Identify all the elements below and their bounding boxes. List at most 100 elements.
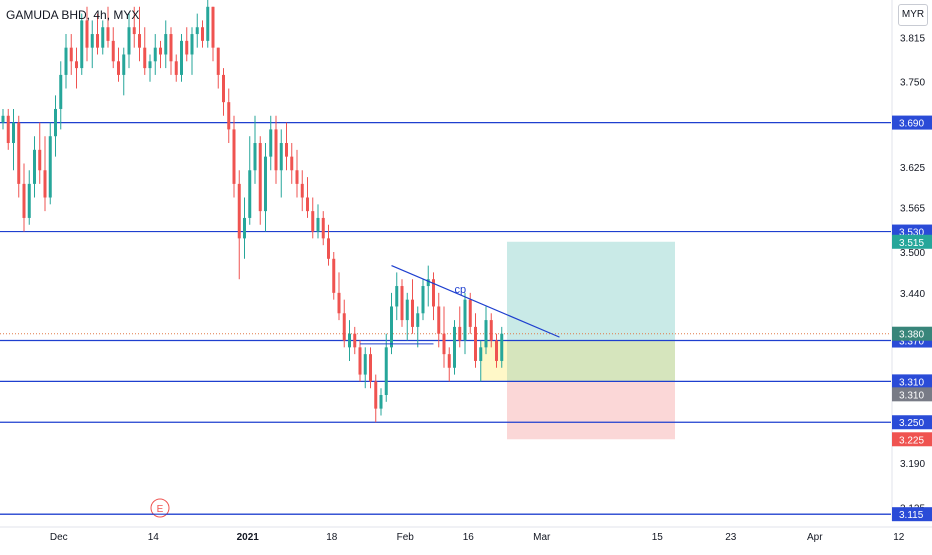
candle[interactable]	[479, 340, 483, 382]
candle[interactable]	[122, 47, 126, 96]
candle[interactable]	[75, 47, 78, 89]
candle[interactable]	[180, 34, 183, 82]
event-marker-icon[interactable]	[150, 498, 170, 518]
candle[interactable]	[132, 6, 136, 48]
candle[interactable]	[416, 306, 420, 348]
candle[interactable]	[253, 115, 257, 184]
candle[interactable]	[33, 136, 36, 198]
candle[interactable]	[12, 108, 15, 171]
candle[interactable]	[484, 306, 488, 355]
target-zone[interactable]	[507, 241, 675, 341]
candle[interactable]	[164, 20, 168, 69]
candle[interactable]	[474, 313, 477, 368]
candle[interactable]	[216, 47, 220, 89]
candle[interactable]	[227, 88, 231, 144]
candle[interactable]	[290, 143, 294, 184]
candle[interactable]	[279, 129, 283, 198]
candle[interactable]	[316, 204, 320, 239]
candle[interactable]	[211, 6, 215, 62]
candle[interactable]	[38, 122, 42, 184]
candle[interactable]	[437, 292, 441, 348]
candle[interactable]	[138, 6, 141, 62]
candle[interactable]	[369, 347, 372, 389]
candle[interactable]	[463, 292, 467, 355]
candle[interactable]	[500, 326, 504, 368]
candle[interactable]	[453, 320, 456, 375]
candle[interactable]	[85, 6, 89, 62]
candle[interactable]	[17, 115, 21, 198]
candle[interactable]	[342, 299, 346, 348]
candle[interactable]	[185, 27, 189, 62]
candle[interactable]	[64, 34, 68, 89]
candle[interactable]	[243, 197, 246, 259]
candle[interactable]	[6, 108, 10, 150]
candle[interactable]	[489, 313, 493, 348]
candle[interactable]	[348, 320, 351, 361]
candle[interactable]	[232, 115, 236, 198]
candle[interactable]	[311, 197, 315, 239]
candle[interactable]	[264, 143, 267, 232]
candle[interactable]	[495, 333, 498, 368]
candle[interactable]	[43, 136, 47, 212]
candle[interactable]	[59, 61, 63, 130]
candle[interactable]	[458, 306, 462, 348]
candle[interactable]	[327, 224, 330, 266]
candle[interactable]	[96, 13, 99, 55]
candle[interactable]	[269, 115, 273, 171]
candle[interactable]	[337, 272, 341, 321]
candle[interactable]	[442, 306, 446, 368]
candle[interactable]	[48, 122, 52, 205]
candle[interactable]	[174, 54, 178, 82]
candle[interactable]	[22, 163, 26, 232]
candle[interactable]	[237, 170, 241, 280]
candle[interactable]	[432, 272, 435, 321]
candle[interactable]	[384, 333, 388, 402]
candle[interactable]	[201, 20, 204, 48]
candle[interactable]	[258, 136, 262, 225]
candle[interactable]	[306, 177, 309, 218]
candle[interactable]	[411, 279, 414, 334]
annotation-cp[interactable]: cp	[455, 284, 467, 296]
candle[interactable]	[400, 279, 404, 327]
candle[interactable]	[321, 211, 325, 246]
candle[interactable]	[169, 27, 173, 75]
candle[interactable]	[101, 20, 105, 55]
candle[interactable]	[358, 340, 362, 382]
candle[interactable]	[90, 20, 94, 69]
candle[interactable]	[54, 95, 57, 157]
candle[interactable]	[248, 136, 252, 225]
candle[interactable]	[395, 272, 399, 321]
candle[interactable]	[363, 347, 367, 389]
candle[interactable]	[27, 170, 31, 225]
candle[interactable]	[148, 54, 152, 82]
time-axis[interactable]	[0, 521, 932, 550]
candle[interactable]	[379, 388, 383, 416]
candle[interactable]	[1, 108, 5, 130]
candle[interactable]	[274, 115, 278, 184]
candle[interactable]	[390, 292, 393, 355]
candle[interactable]	[159, 40, 162, 69]
currency-button[interactable]: MYR	[898, 4, 928, 26]
trendline[interactable]	[391, 265, 560, 338]
candle[interactable]	[117, 47, 120, 82]
candle[interactable]	[206, 0, 210, 48]
candle[interactable]	[447, 347, 451, 382]
candle[interactable]	[127, 13, 131, 69]
candle[interactable]	[111, 27, 115, 69]
candle[interactable]	[106, 6, 110, 48]
candle[interactable]	[153, 34, 157, 75]
candle[interactable]	[80, 13, 84, 75]
candle[interactable]	[285, 122, 288, 171]
candle[interactable]	[295, 149, 299, 198]
candle[interactable]	[374, 374, 378, 423]
candle[interactable]	[421, 279, 425, 321]
candle[interactable]	[143, 27, 147, 75]
candle[interactable]	[353, 326, 357, 355]
candle[interactable]	[332, 251, 336, 300]
candle[interactable]	[300, 170, 304, 212]
price-axis[interactable]	[892, 0, 932, 550]
candle[interactable]	[222, 68, 225, 116]
candle[interactable]	[426, 265, 430, 307]
